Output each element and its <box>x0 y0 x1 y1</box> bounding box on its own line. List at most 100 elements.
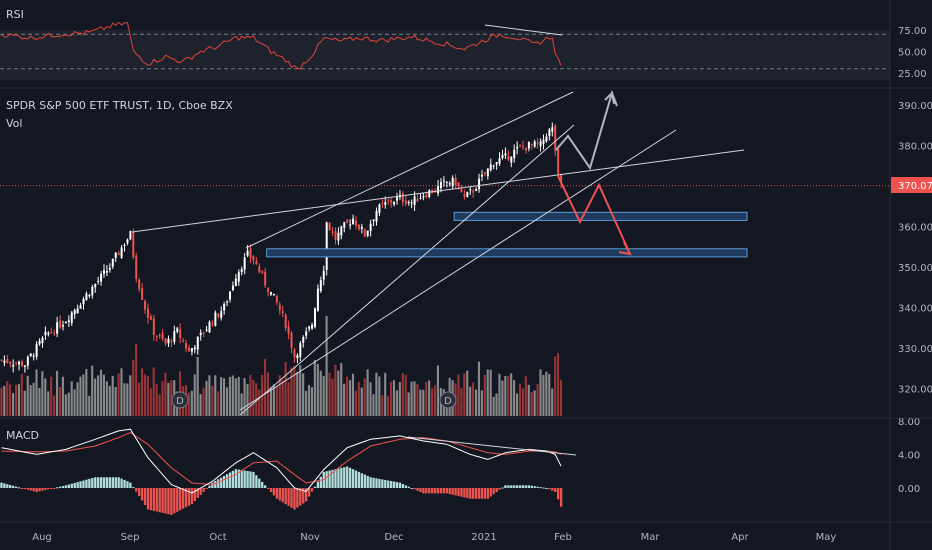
macd-histogram-bar <box>346 466 349 488</box>
volume-bar <box>559 379 563 416</box>
macd-histogram-bar <box>360 473 364 488</box>
volume-bar <box>375 372 378 416</box>
svg-text:D: D <box>176 396 184 407</box>
macd-histogram-bar <box>73 482 76 488</box>
candle-body <box>234 278 237 286</box>
macd-histogram-bar <box>170 488 173 515</box>
volume-bar <box>510 373 513 416</box>
macd-histogram-bar <box>146 488 150 510</box>
candle-body <box>88 295 91 297</box>
macd-histogram-bar <box>17 487 21 489</box>
volume-bar <box>483 374 486 416</box>
candle-body <box>542 139 545 145</box>
volume-bar <box>307 385 311 416</box>
candle-body <box>519 145 522 147</box>
volume-bar <box>351 373 355 416</box>
volume-bar <box>41 371 44 416</box>
candle-body <box>237 271 240 282</box>
volume-bar <box>138 382 141 416</box>
macd-histogram-bar <box>190 488 194 505</box>
candle-body <box>293 349 296 358</box>
candle-body <box>229 291 232 300</box>
macd-histogram-bar <box>12 485 15 488</box>
macd-histogram-bar <box>337 468 340 488</box>
candle-body <box>387 199 390 201</box>
volume-bar <box>498 373 501 416</box>
candle-body <box>489 164 492 171</box>
candle-body <box>261 271 264 273</box>
volume-bar <box>310 387 314 416</box>
macd-histogram-bar <box>536 486 539 488</box>
macd-histogram-bar <box>143 488 147 506</box>
dividend-marker[interactable]: D <box>439 391 457 409</box>
macd-histogram-bar <box>404 485 407 488</box>
bearish-projection[interactable] <box>557 175 631 255</box>
candle-body <box>460 188 463 192</box>
candle-body <box>18 361 21 365</box>
volume-bar <box>94 378 97 416</box>
macd-histogram-bar <box>64 485 68 488</box>
macd-histogram-bar <box>431 488 434 494</box>
macd-histogram-bar <box>495 488 498 493</box>
candle-body <box>331 231 334 233</box>
macd-histogram-bar <box>474 488 478 499</box>
candle-body <box>270 291 273 295</box>
support-zone[interactable] <box>266 248 748 258</box>
volume-bar <box>536 384 539 416</box>
axes: 390.00380.00370.00360.00350.00340.00330.… <box>32 26 932 543</box>
candle-body <box>170 340 173 342</box>
macd-histogram-bar <box>515 485 519 488</box>
candle-body <box>20 361 23 367</box>
macd-histogram-bar <box>413 488 416 490</box>
macd-histogram-bar <box>348 467 352 488</box>
trend-line[interactable] <box>239 124 575 416</box>
macd-histogram-bar <box>410 488 413 489</box>
macd-histogram-bar <box>354 470 358 488</box>
support-zone[interactable] <box>453 211 748 221</box>
candle-body <box>311 324 314 329</box>
candle-body <box>343 222 346 228</box>
macd-histogram-bar <box>305 488 308 502</box>
macd-histogram-bar <box>428 488 431 494</box>
macd-histogram-bar <box>120 478 123 488</box>
macd-histogram-bar <box>211 482 214 488</box>
macd-histogram-bar <box>310 488 314 492</box>
price-tick-label: 320.00 <box>898 385 932 396</box>
volume-bar <box>480 390 483 416</box>
macd-histogram-bar <box>422 488 425 494</box>
trend-line[interactable] <box>245 91 574 249</box>
candle-body <box>132 231 135 258</box>
volume-bar <box>331 378 334 416</box>
candle-body <box>536 142 539 144</box>
candle-body <box>179 329 182 339</box>
trend-line[interactable] <box>239 129 677 411</box>
candle-body <box>393 202 396 205</box>
macd-histogram-bar <box>237 469 240 488</box>
macd-histogram-bar <box>38 488 41 492</box>
dividend-marker[interactable]: D <box>171 391 189 409</box>
volume-bar <box>17 384 21 416</box>
macd-histogram-bar <box>105 477 109 488</box>
candle-body <box>231 285 234 291</box>
rsi-divergence-line <box>484 24 563 36</box>
price-tick-label: 360.00 <box>898 223 932 234</box>
volume-bar <box>428 380 431 416</box>
macd-histogram-bar <box>67 484 71 488</box>
volume-bar <box>111 375 114 416</box>
candle-body <box>442 180 445 182</box>
candle-body <box>205 329 208 331</box>
candle-body <box>161 332 164 340</box>
volume-bar <box>278 375 281 416</box>
trend-line[interactable] <box>131 149 745 233</box>
volume-bar <box>413 381 416 416</box>
macd-histogram-bar <box>140 488 144 501</box>
candle-body <box>401 193 404 202</box>
candle-body <box>26 356 29 366</box>
candle-body <box>220 311 223 318</box>
macd-histogram-bar <box>181 488 185 509</box>
volume-bar <box>410 381 413 416</box>
volume-bar <box>489 369 492 416</box>
macd-histogram-bar <box>548 488 551 490</box>
macd-histogram-bar <box>114 477 117 488</box>
candle-body <box>522 146 525 148</box>
